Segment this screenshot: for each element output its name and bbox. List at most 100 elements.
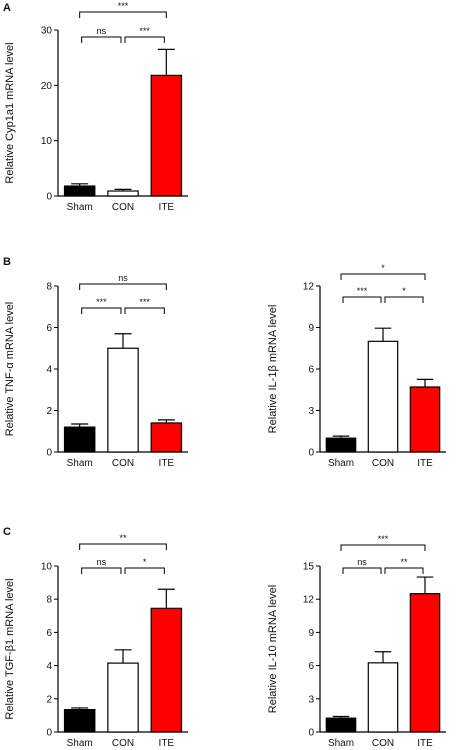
significance-bracket <box>124 307 165 314</box>
y-tick-label: 10 <box>41 136 53 147</box>
bar-sham <box>63 185 96 197</box>
significance-bracket <box>342 567 382 574</box>
x-tick-label: CON <box>112 202 134 213</box>
y-tick-label: 0 <box>308 448 314 459</box>
bar-sham <box>63 426 96 453</box>
bar-con <box>367 340 399 453</box>
y-tick-label: 3 <box>308 694 314 705</box>
bar-ite <box>150 74 183 197</box>
chart-1: Relative Cyp1a1 mRNA level 0 10 20 30 Sham CON… <box>4 1 188 213</box>
x-tick-label: CON <box>112 738 134 749</box>
significance-bracket <box>79 11 167 18</box>
bar-sham <box>325 437 357 453</box>
x-tick-label: CON <box>372 458 394 469</box>
significance-bracket <box>342 296 382 303</box>
y-tick-label: 6 <box>308 365 314 376</box>
x-tick-label: ITE <box>159 458 175 469</box>
y-tick-label: 30 <box>41 26 53 37</box>
y-tick-label: 9 <box>308 628 314 639</box>
x-tick-label: ITE <box>417 458 433 469</box>
bar-con <box>107 347 139 453</box>
significance-label: ns <box>97 557 107 567</box>
significance-label: ns <box>357 557 367 567</box>
chart-5: Relative IL-10 mRNA level 0 3 6 9 12 15 Sham CON… <box>267 534 446 749</box>
significance-label: * <box>143 557 147 567</box>
x-tick-label: ITE <box>159 202 175 213</box>
panel-letter-a: A <box>3 2 11 14</box>
significance-bracket <box>79 283 167 290</box>
significance-bracket <box>384 567 424 574</box>
y-tick-label: 0 <box>46 448 52 459</box>
bar-con <box>107 662 139 733</box>
y-tick-label: 9 <box>308 323 314 334</box>
y-tick-label: 15 <box>303 562 315 573</box>
x-tick-label: ITE <box>159 738 175 749</box>
x-tick-label: ITE <box>417 738 433 749</box>
bar-ite <box>150 607 183 733</box>
significance-label: * <box>381 263 385 273</box>
y-tick-label: 12 <box>303 595 315 606</box>
x-tick-label: Sham <box>67 202 93 213</box>
significance-label: *** <box>96 297 107 307</box>
significance-bracket <box>384 296 424 303</box>
y-tick-label: 0 <box>46 192 52 203</box>
chart-3: Relative IL-1β mRNA level 0 3 6 9 12 Sham CON IT… <box>267 263 446 469</box>
x-tick-label: Sham <box>328 458 354 469</box>
y-tick-label: 6 <box>308 661 314 672</box>
chart-4: Relative TGF-β1 mRNA level 0 2 4 6 8 10 Sham CON… <box>4 533 188 749</box>
significance-bracket <box>81 36 122 43</box>
significance-label: ** <box>400 557 408 567</box>
y-tick-label: 10 <box>41 562 53 573</box>
significance-bracket <box>124 36 165 43</box>
bar-con <box>367 662 399 733</box>
y-axis-label: Relative TGF-β1 mRNA level <box>4 578 16 719</box>
significance-label: *** <box>378 534 389 544</box>
significance-label: ** <box>119 533 127 543</box>
panel-letter-c: C <box>3 526 11 538</box>
bar-ite <box>150 422 183 453</box>
x-tick-label: CON <box>112 458 134 469</box>
y-axis-label: Relative TNF-α mRNA level <box>4 302 16 437</box>
bar-con <box>107 190 139 197</box>
significance-bracket <box>340 273 426 280</box>
y-tick-label: 8 <box>46 282 52 293</box>
significance-label: *** <box>139 26 150 36</box>
bar-sham <box>63 708 96 733</box>
significance-label: * <box>402 286 406 296</box>
y-tick-label: 0 <box>46 728 52 739</box>
bar-ite <box>409 593 441 733</box>
bar-sham <box>325 717 357 733</box>
y-axis-label: Relative Cyp1a1 mRNA level <box>4 42 16 183</box>
significance-bracket <box>79 543 167 550</box>
y-tick-label: 20 <box>41 81 53 92</box>
bar-ite <box>409 386 441 453</box>
significance-bracket <box>81 567 122 574</box>
y-tick-label: 2 <box>46 694 52 705</box>
significance-bracket <box>81 307 122 314</box>
x-tick-label: Sham <box>67 738 93 749</box>
significance-label: *** <box>118 1 129 11</box>
x-tick-label: Sham <box>67 458 93 469</box>
y-axis-label: Relative IL-1β mRNA level <box>267 305 279 434</box>
x-tick-label: CON <box>372 738 394 749</box>
y-tick-label: 2 <box>46 406 52 417</box>
significance-label: ns <box>97 26 107 36</box>
y-tick-label: 6 <box>46 323 52 334</box>
panel-letter-b: B <box>3 256 11 268</box>
significance-bracket <box>124 567 165 574</box>
y-tick-label: 8 <box>46 595 52 606</box>
significance-label: ns <box>118 273 128 283</box>
y-axis-label: Relative IL-10 mRNA level <box>267 585 279 713</box>
y-tick-label: 6 <box>46 628 52 639</box>
significance-label: *** <box>139 297 150 307</box>
chart-2: Relative TNF-α mRNA level 0 2 4 6 8 Sham CON ITE… <box>4 273 188 469</box>
x-tick-label: Sham <box>328 738 354 749</box>
y-tick-label: 4 <box>46 365 52 376</box>
y-tick-label: 0 <box>308 728 314 739</box>
y-tick-label: 12 <box>303 282 315 293</box>
y-tick-label: 3 <box>308 406 314 417</box>
significance-label: *** <box>357 286 368 296</box>
significance-bracket <box>340 544 426 551</box>
y-tick-label: 4 <box>46 661 52 672</box>
